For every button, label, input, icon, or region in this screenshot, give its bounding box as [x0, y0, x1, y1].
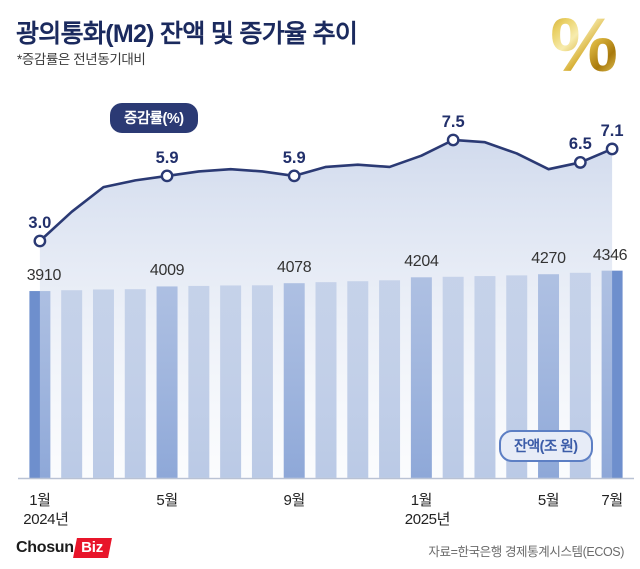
- bar-value-label-2025-05: 4270: [531, 250, 566, 268]
- bar-value-label-2025-01: 4204: [404, 253, 439, 271]
- bar-value-label-2025-07: 4346: [592, 246, 628, 264]
- line-marker-2025-07: [605, 142, 619, 156]
- page-subtitle: *증감률은 전년동기대비: [17, 52, 146, 67]
- logo-badge-biz: Biz: [72, 538, 112, 558]
- bar-value-label-2024-09: 4078: [276, 259, 312, 277]
- line-value-label-2024-01: 3.0: [28, 214, 52, 232]
- logo-text-chosun: Chosun: [16, 539, 74, 556]
- line-area-path: [39, 139, 613, 479]
- legend-badge-growth-rate: 증감률(%): [110, 103, 198, 133]
- x-axis-year-2024-01: 2024년: [23, 511, 69, 528]
- line-area-fill: [39, 139, 613, 479]
- line-value-label-2024-09: 5.9: [282, 148, 306, 167]
- x-axis-month-2024-09: 9월: [283, 492, 306, 509]
- x-axis-month-2025-05: 5월: [537, 492, 560, 509]
- legend-badge-balance: 잔액(조 원): [499, 430, 593, 462]
- line-series-group: [38, 138, 614, 243]
- x-axis-month-2024-05: 5월: [156, 492, 178, 509]
- bar-value-label-2024-01: 3910: [26, 267, 62, 285]
- logo-text-biz: Biz: [80, 539, 103, 556]
- line-value-label-2024-05: 5.9: [155, 148, 179, 167]
- x-axis-month-2025-01: 1월: [410, 492, 433, 509]
- line-marker-2025-06: [573, 156, 587, 169]
- line-marker-2025-02: [446, 133, 460, 147]
- line-marker-2024-09: [287, 169, 301, 183]
- chosunbiz-logo: Chosun Biz: [16, 537, 112, 559]
- line-marker-2024-01: [33, 234, 47, 248]
- line-marker-group: [33, 133, 619, 248]
- source-note: 자료=한국은행 경제통계시스템(ECOS): [428, 545, 624, 559]
- x-axis-year-2025-01: 2025년: [404, 511, 451, 528]
- line-value-label-2025-06: 6.5: [568, 135, 592, 154]
- percent-symbol-icon: %: [546, 4, 622, 88]
- line-marker-2024-05: [160, 169, 174, 183]
- x-axis-month-2024-01: 1월: [29, 492, 51, 509]
- growth-rate-line-path: [38, 138, 614, 243]
- page-title: 광의통화(M2) 잔액 및 증가율 추이: [16, 20, 358, 48]
- bar-value-label-2024-05: 4009: [149, 262, 185, 280]
- line-value-label-2025-02: 7.5: [441, 113, 465, 131]
- x-axis-month-2025-07: 7월: [601, 492, 623, 509]
- line-value-label-2025-07: 7.1: [600, 122, 624, 140]
